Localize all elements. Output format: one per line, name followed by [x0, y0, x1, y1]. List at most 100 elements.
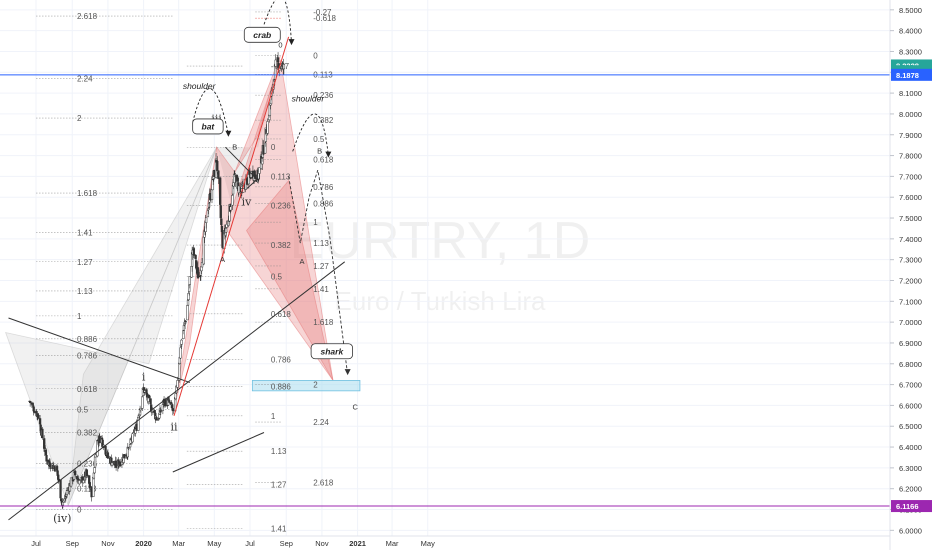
candle-up — [207, 208, 210, 211]
point-label: C — [240, 186, 246, 195]
candle-up — [141, 396, 144, 409]
candle-up — [274, 59, 277, 67]
trendline-lower-ascending — [172, 432, 265, 473]
candle-down — [147, 394, 150, 399]
point-label: B — [232, 142, 237, 151]
harmonic-pattern-grey-xabcd-2 — [67, 146, 218, 506]
right-fib-level-label: 0 — [313, 52, 318, 61]
x-tick-label: Sep — [66, 539, 79, 548]
candle-up — [264, 142, 267, 154]
right-fib-level-label: 2.618 — [313, 478, 334, 487]
y-tick-label: 7.7000 — [899, 172, 922, 181]
left-fib-level-label: 1 — [77, 312, 82, 321]
middle-fib-level-label: 0.382 — [271, 241, 292, 250]
price-tag-bg — [891, 68, 932, 81]
middle-fib-level-label: 0.236 — [271, 202, 292, 211]
candle-up — [186, 300, 190, 306]
candle-down — [100, 437, 104, 440]
right-fib-level-label: 1 — [313, 218, 318, 227]
target-zone-box — [251, 380, 361, 392]
y-tick-label: 6.7000 — [899, 381, 922, 390]
y-tick-label: 6.5000 — [899, 422, 922, 431]
candle-up — [31, 405, 35, 407]
wave-label: ii — [170, 420, 178, 433]
left-fib-level-label: 0 — [77, 506, 82, 515]
candle-down — [49, 467, 52, 469]
left-fib-level-label: 2.618 — [77, 12, 98, 21]
candle-down — [153, 410, 156, 414]
fib-levels: 2.618 2.24 2 1.618 1.41 1.27 1.13 1 0.886 0.786 0.… — [36, 8, 336, 533]
dashed-arc — [292, 113, 329, 156]
y-tick-label: 8.5000 — [899, 6, 922, 15]
candle-up — [188, 276, 191, 285]
right-fib-level-label: 0.786 — [313, 183, 334, 192]
dashed-arc-arrowhead — [325, 151, 332, 158]
y-tick-label: 7.9000 — [899, 131, 922, 140]
candle-down — [33, 410, 36, 413]
middle-fib-level-label: 0.113 — [271, 172, 291, 181]
middle-fib-level-label: 1 — [271, 412, 276, 421]
candle-up — [233, 174, 236, 183]
candle-down — [143, 387, 146, 393]
x-tick-label: Nov — [315, 539, 329, 548]
candle-down — [168, 400, 171, 403]
dashed-arc-arrowhead — [225, 130, 232, 137]
y-tick-label: 6.6000 — [899, 401, 922, 410]
y-tick-label: 8.1000 — [899, 89, 922, 98]
left-fib-level-label: 2.24 — [77, 75, 93, 84]
y-tick-label: 6.2000 — [899, 485, 922, 494]
middle-fib-level-label: 1.27 — [271, 481, 287, 490]
candle-up — [110, 462, 114, 466]
candle-up — [180, 339, 183, 345]
price-tag-label: 6.1166 — [896, 502, 919, 511]
right-fib-level-label: 0.236 — [313, 91, 334, 100]
candle-down — [199, 275, 202, 278]
right-fib-level-label: 1.618 — [313, 318, 334, 327]
candle-down — [41, 428, 44, 439]
right-fib-level-label: 1.13 — [313, 239, 329, 248]
price-axis-panel[interactable] — [890, 0, 932, 550]
left-fib-level-label: 0.382 — [77, 428, 98, 437]
watermark-symbol: EURTRY, 1D — [290, 212, 591, 270]
candle-down — [106, 452, 110, 459]
candle-up — [266, 121, 269, 134]
callout-bubble — [310, 343, 354, 360]
right-fib-level-label: 1.27 — [313, 262, 329, 271]
candle-down — [86, 474, 89, 476]
point-label: C — [353, 403, 359, 412]
x-tick-label: Jul — [245, 539, 255, 548]
candle-up — [207, 202, 211, 208]
candle-down — [184, 321, 187, 323]
y-tick-label: 6.0000 — [899, 526, 922, 535]
left-fib-level-label: 2 — [77, 114, 82, 123]
y-tick-label: 7.1000 — [899, 297, 922, 306]
y-tick-label: 8.0000 — [899, 110, 922, 119]
right-fib-level-label: 0.618 — [313, 156, 334, 165]
candle-up — [139, 408, 142, 411]
candle-up — [179, 344, 183, 347]
x-tick-label: Sep — [280, 539, 293, 548]
symbol-watermark: EURTRY, 1D Euro / Turkish Lira — [290, 212, 591, 316]
candle-up — [182, 330, 185, 339]
x-tick-label: Mar — [172, 539, 185, 548]
candle-down — [157, 418, 160, 420]
x-tick-label: Mar — [386, 539, 399, 548]
left-fib-level-label: 1.618 — [77, 189, 98, 198]
candle-up — [258, 167, 261, 174]
candle-down — [196, 267, 200, 279]
candle-down — [212, 178, 215, 181]
dashed-arc-arrowhead — [288, 39, 295, 46]
candle-up — [229, 206, 232, 211]
right-fib-level-label: 1.41 — [313, 285, 329, 294]
candle-up — [128, 444, 132, 448]
candle-up — [178, 362, 181, 381]
middle-fib-level-label: 0 — [271, 143, 276, 152]
callout-bubble — [243, 26, 281, 43]
candle-up — [204, 217, 208, 223]
chart-annotations: (iv)iiiiiiivvABC0BACshoulderheadshoulder… — [53, 26, 359, 525]
point-label: 0 — [278, 40, 282, 49]
